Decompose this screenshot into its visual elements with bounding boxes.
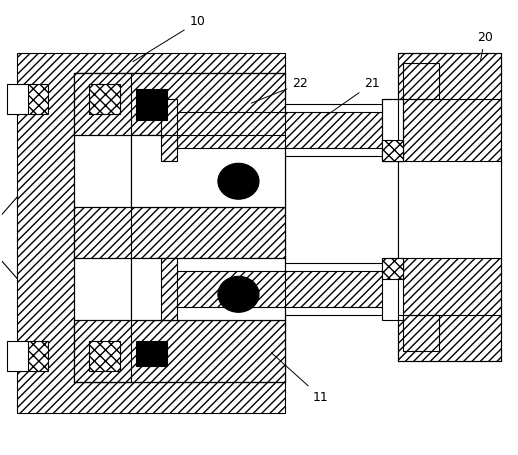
Bar (403, 63, 439, 99)
Bar (74, 73, 285, 382)
Bar (162, 99, 177, 161)
Bar (171, 112, 398, 148)
Bar (90, 340, 120, 371)
Bar (23, 84, 48, 115)
Bar (171, 271, 398, 307)
Text: 11: 11 (271, 353, 328, 404)
Text: 20: 20 (477, 31, 493, 61)
Bar (382, 99, 403, 161)
Bar (398, 53, 500, 361)
Bar (90, 84, 120, 115)
Bar (382, 258, 403, 279)
Bar (7, 340, 28, 371)
Bar (74, 73, 131, 382)
Bar (382, 140, 403, 161)
Bar (382, 99, 403, 161)
Bar (398, 161, 500, 258)
Bar (23, 340, 48, 371)
Bar (18, 53, 285, 413)
Bar (136, 340, 166, 366)
Bar (131, 135, 285, 207)
Bar (162, 258, 177, 320)
Bar (403, 315, 439, 351)
Bar (74, 73, 285, 135)
Text: 22: 22 (251, 77, 308, 103)
Bar (136, 89, 166, 120)
Bar (131, 258, 285, 320)
Bar (171, 104, 398, 156)
Bar (382, 258, 403, 320)
Bar (171, 263, 398, 315)
Bar (74, 320, 285, 382)
Ellipse shape (218, 163, 259, 199)
Text: 21: 21 (323, 77, 380, 118)
Bar (74, 207, 285, 258)
Polygon shape (0, 197, 18, 279)
Ellipse shape (218, 276, 259, 312)
Text: 10: 10 (133, 15, 205, 61)
Bar (7, 84, 28, 115)
